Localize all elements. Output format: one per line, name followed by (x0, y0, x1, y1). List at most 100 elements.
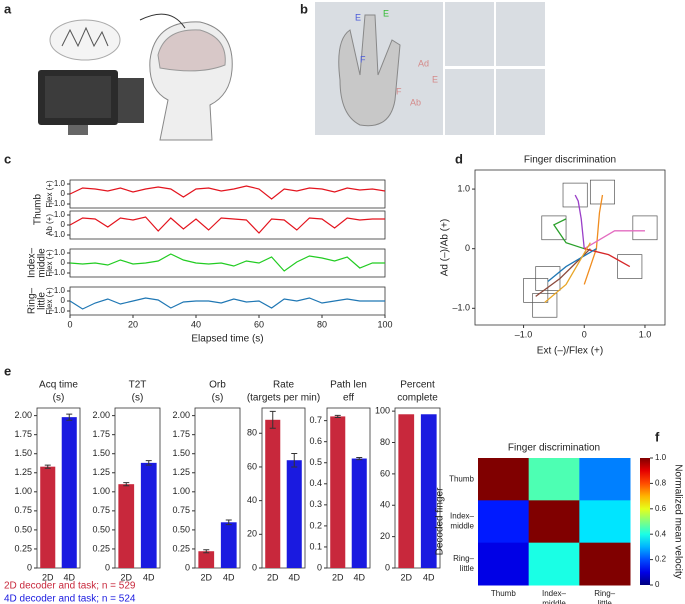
x-tick-label: 2D (267, 572, 279, 582)
plot-frame (69, 179, 386, 209)
bar (351, 458, 367, 568)
colorbar (640, 458, 650, 585)
target-box (532, 293, 558, 318)
electrode-array (61, 26, 109, 48)
monitor-stand (68, 125, 88, 135)
panel-label: e (4, 363, 11, 378)
trajectory (574, 194, 585, 249)
plot-frame (326, 407, 371, 569)
y-tick-label: 40 (380, 500, 390, 510)
x-tick-label: 20 (128, 319, 138, 329)
chart-title: (s) (132, 393, 144, 404)
y-tick-label: 0.75 (14, 505, 32, 515)
setup-illustration (38, 13, 233, 141)
heat-cell (579, 542, 631, 586)
y-tick-label: 2.00 (14, 410, 32, 420)
y-tick-label: 0.25 (172, 543, 190, 553)
chart-title: Path len (330, 380, 367, 391)
bar (118, 484, 135, 568)
y-tick-label: 0 (27, 562, 32, 572)
y-tick-label: 1.25 (172, 467, 190, 477)
plot-frame (261, 407, 306, 569)
axis-label: Ab (410, 97, 421, 107)
y-tick-label: 0.25 (14, 543, 32, 553)
x-tick-label: 100 (377, 319, 392, 329)
panel-label: d (455, 151, 463, 166)
y-tick-label: 1.50 (14, 448, 32, 458)
x-tick-label: 40 (191, 319, 201, 329)
colorbar-tick-label: 0.6 (655, 504, 667, 513)
trajectory (583, 230, 645, 250)
y-tick-label: 0.75 (172, 505, 190, 515)
bar (61, 417, 77, 568)
x-tick-label: 0 (67, 319, 72, 329)
y-tick-label: 1.0 (54, 286, 66, 295)
error-bar (225, 519, 232, 526)
trajectory (552, 218, 585, 250)
bar (330, 416, 346, 568)
axis-label: F (360, 54, 366, 64)
error-bar (44, 464, 51, 469)
hand-pose (445, 2, 494, 66)
heat-cell (478, 458, 530, 501)
y-tick-label: 0.7 (309, 415, 322, 425)
colorbar-tick-label: 0.8 (655, 479, 667, 488)
hand (338, 14, 401, 127)
y-tick-label: middle (450, 522, 474, 531)
screen (45, 76, 111, 118)
chart-title: (s) (212, 393, 224, 404)
x-tick-label: 0 (582, 329, 587, 339)
colorbar-tick-label: 0.4 (655, 529, 667, 538)
computer (118, 78, 144, 123)
y-tick-label: 0.50 (14, 524, 32, 534)
colorbar-tick-label: 0.2 (655, 555, 667, 564)
x-axis-label: Elapsed time (s) (191, 334, 263, 345)
axis-label: E (383, 8, 389, 18)
error-bar (291, 452, 298, 468)
plot-frame (114, 407, 161, 569)
x-tick-label: 2D (200, 572, 212, 582)
error-bar (203, 549, 210, 554)
plot-frame (69, 248, 386, 278)
colorbar-tick-label: 0 (655, 580, 660, 589)
axis-label: Ad (418, 58, 429, 68)
heat-cell (579, 458, 631, 501)
y-tick-label: 1.25 (92, 467, 110, 477)
y-tick-label: 0 (61, 220, 66, 229)
x-tick-label: 4D (353, 572, 365, 582)
chart-title: Orb (209, 380, 226, 391)
x-tick-label: 4D (288, 572, 300, 582)
cable (139, 13, 186, 29)
heat-cell (528, 500, 580, 544)
error-bar (334, 414, 341, 418)
y-tick-label: Index– (450, 512, 475, 521)
y-tick-label: 60 (380, 468, 390, 478)
y-tick-label: 0 (61, 296, 66, 305)
bar (398, 414, 415, 568)
x-tick-label: Ring– (594, 589, 615, 598)
y-tick-label: 0.75 (92, 505, 110, 515)
x-tick-label: 4D (63, 572, 75, 582)
error-bar (356, 456, 363, 461)
plot-frame (194, 407, 241, 569)
x-tick-label: 80 (317, 319, 327, 329)
y-tick-label: 0.1 (309, 541, 322, 551)
chart-title: Rate (273, 380, 295, 391)
x-tick-label: 4D (223, 572, 235, 582)
chart-title: (targets per min) (247, 393, 320, 404)
y-tick-label: 1.50 (92, 448, 110, 458)
trace (69, 253, 385, 272)
row-label: little (37, 292, 48, 310)
target-box (589, 179, 615, 205)
target-box (541, 215, 567, 241)
row-label: Index– (27, 248, 38, 278)
x-tick-label: Index– (542, 589, 567, 598)
brain (157, 29, 226, 72)
bar (286, 460, 302, 568)
y-tick-label: 1.0 (54, 210, 66, 219)
heat-cell (478, 542, 530, 586)
y-axis-label: Ab (+) (45, 214, 54, 236)
heat-cell (478, 500, 530, 544)
hand-pose (496, 2, 545, 66)
